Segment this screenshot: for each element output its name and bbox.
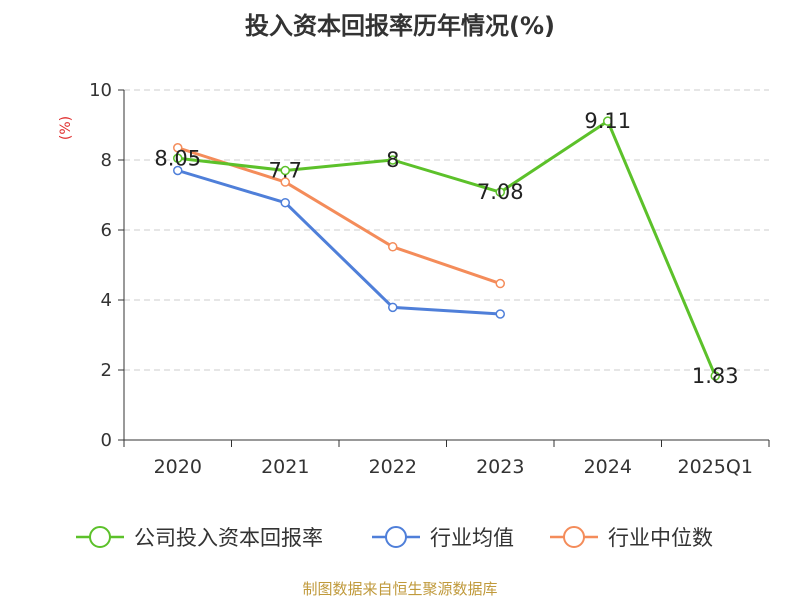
data-label: 9.11	[584, 109, 631, 133]
y-tick-label: 8	[101, 150, 112, 171]
data-label: 1.83	[692, 364, 739, 388]
series-line-2	[177, 146, 501, 285]
data-point-series-2[interactable]	[388, 242, 398, 252]
data-label: 7.08	[477, 180, 524, 204]
legend-label: 行业中位数	[608, 526, 713, 550]
source-note: 制图数据来自恒生聚源数据库	[302, 580, 497, 598]
y-tick-label: 6	[101, 220, 112, 241]
grid-lines	[124, 89, 769, 371]
legend-item-2[interactable]: 行业中位数	[550, 526, 713, 550]
data-point-series-2[interactable]	[173, 143, 183, 153]
legend[interactable]: 公司投入资本回报率 行业均值 行业中位数	[76, 526, 713, 550]
x-tick-label: 2025Q1	[678, 456, 753, 478]
data-label: 7.7	[269, 159, 302, 183]
series-line-1	[177, 169, 501, 316]
y-tick-label: 0	[101, 430, 112, 451]
y-tick-label: 2	[101, 360, 112, 381]
chart-title: 投入资本回报率历年情况(%)	[245, 12, 555, 40]
legend-label: 公司投入资本回报率	[134, 526, 323, 550]
series-layer	[173, 116, 720, 381]
data-label: 8.05	[154, 146, 201, 170]
data-point-series-1[interactable]	[173, 165, 183, 176]
x-tick-label: 2022	[369, 456, 417, 478]
y-tick-label: 10	[89, 80, 112, 101]
legend-marker	[385, 526, 407, 548]
data-point-series-0[interactable]	[280, 165, 290, 176]
data-point-series-1[interactable]	[388, 302, 398, 313]
legend-item-0[interactable]: 公司投入资本回报率	[76, 526, 323, 550]
x-tick-label: 2023	[476, 456, 524, 478]
y-tick-label: 4	[101, 290, 112, 311]
legend-label: 行业均值	[430, 526, 514, 550]
data-point-series-2[interactable]	[495, 278, 505, 289]
x-tick-label: 2024	[584, 456, 632, 478]
legend-item-1[interactable]: 行业均值	[372, 526, 514, 550]
legend-marker	[89, 526, 111, 548]
data-point-series-0[interactable]	[710, 371, 720, 381]
data-point-series-0[interactable]	[173, 153, 183, 163]
series-line-0	[177, 119, 717, 377]
x-tick-label: 2020	[154, 456, 202, 478]
data-point-series-1[interactable]	[495, 309, 505, 319]
data-point-series-1[interactable]	[280, 197, 290, 208]
legend-marker	[563, 526, 585, 548]
y-axis-label: (%)	[58, 116, 74, 140]
data-labels: 8.05 7.7 8 7.08 9.11 1.83	[154, 109, 738, 388]
data-point-series-0[interactable]	[603, 116, 613, 126]
data-point-series-2[interactable]	[280, 177, 290, 187]
x-tick-label: 2021	[261, 456, 309, 478]
axes: 0 2 4 6 8 10 2020 2021 2022 2023 2024 2025Q1	[89, 80, 770, 478]
data-point-series-0[interactable]	[388, 155, 398, 165]
data-label: 8	[386, 148, 399, 172]
data-point-series-0[interactable]	[495, 187, 505, 197]
